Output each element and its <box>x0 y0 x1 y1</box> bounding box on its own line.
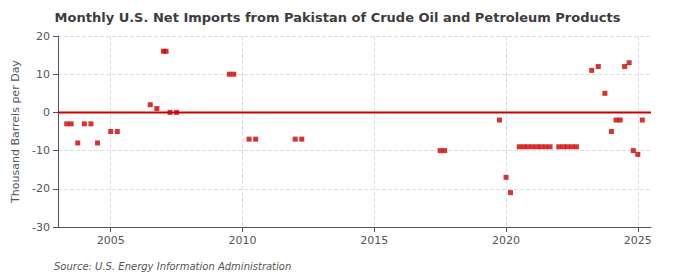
svg-text:0: 0 <box>43 106 50 119</box>
svg-text:-20: -20 <box>32 182 50 195</box>
svg-text:2005: 2005 <box>97 234 125 247</box>
svg-text:-30: -30 <box>32 221 50 234</box>
svg-text:Thousand Barrels per Day: Thousand Barrels per Day <box>9 60 22 204</box>
svg-text:10: 10 <box>36 68 50 81</box>
svg-text:Monthly U.S. Net Imports from: Monthly U.S. Net Imports from Pakistan o… <box>55 10 621 25</box>
svg-text:2025: 2025 <box>624 234 652 247</box>
svg-text:2010: 2010 <box>228 234 256 247</box>
svg-text:-10: -10 <box>32 144 50 157</box>
svg-text:20: 20 <box>36 30 50 43</box>
svg-text:2020: 2020 <box>492 234 520 247</box>
svg-text:2015: 2015 <box>360 234 388 247</box>
svg-text:Source: U.S. Energy Informatio: Source: U.S. Energy Information Administ… <box>54 261 291 272</box>
